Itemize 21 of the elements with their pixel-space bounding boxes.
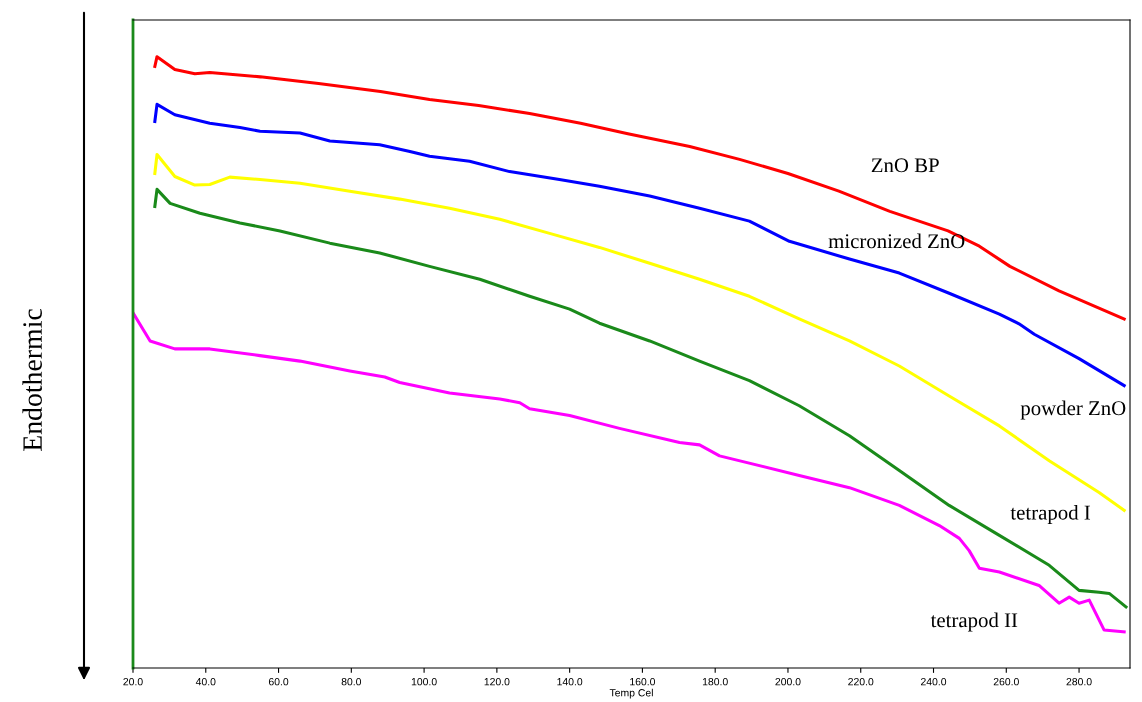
series-label: powder ZnO bbox=[1020, 400, 1126, 420]
x-axis-title: Temp Cel bbox=[609, 688, 653, 699]
y-axis-title: Endothermic bbox=[22, 309, 42, 451]
x-tick-label: 220.0 bbox=[848, 678, 874, 686]
x-tick-label: 280.0 bbox=[1066, 678, 1092, 686]
x-tick-label: 100.0 bbox=[411, 678, 437, 686]
series-label: ZnO BP bbox=[871, 158, 939, 173]
x-tick-label: 80.0 bbox=[341, 678, 362, 686]
series-label: tetrapod II bbox=[930, 612, 1018, 632]
x-tick-label: 40.0 bbox=[195, 678, 216, 686]
x-tick-label: 160.0 bbox=[630, 678, 656, 686]
x-tick-label: 140.0 bbox=[557, 678, 583, 686]
x-tick-label: 60.0 bbox=[268, 678, 289, 686]
series-label: micronized ZnO bbox=[828, 233, 965, 249]
x-tick-label: 20.0 bbox=[123, 678, 143, 686]
x-tick-label: 200.0 bbox=[775, 678, 801, 686]
x-tick-label: 240.0 bbox=[921, 678, 947, 686]
x-tick-label: 180.0 bbox=[702, 678, 728, 686]
x-tick-label: 120.0 bbox=[484, 678, 510, 686]
series-label: tetrapod I bbox=[1010, 504, 1091, 524]
x-tick-label: 260.0 bbox=[993, 678, 1019, 686]
